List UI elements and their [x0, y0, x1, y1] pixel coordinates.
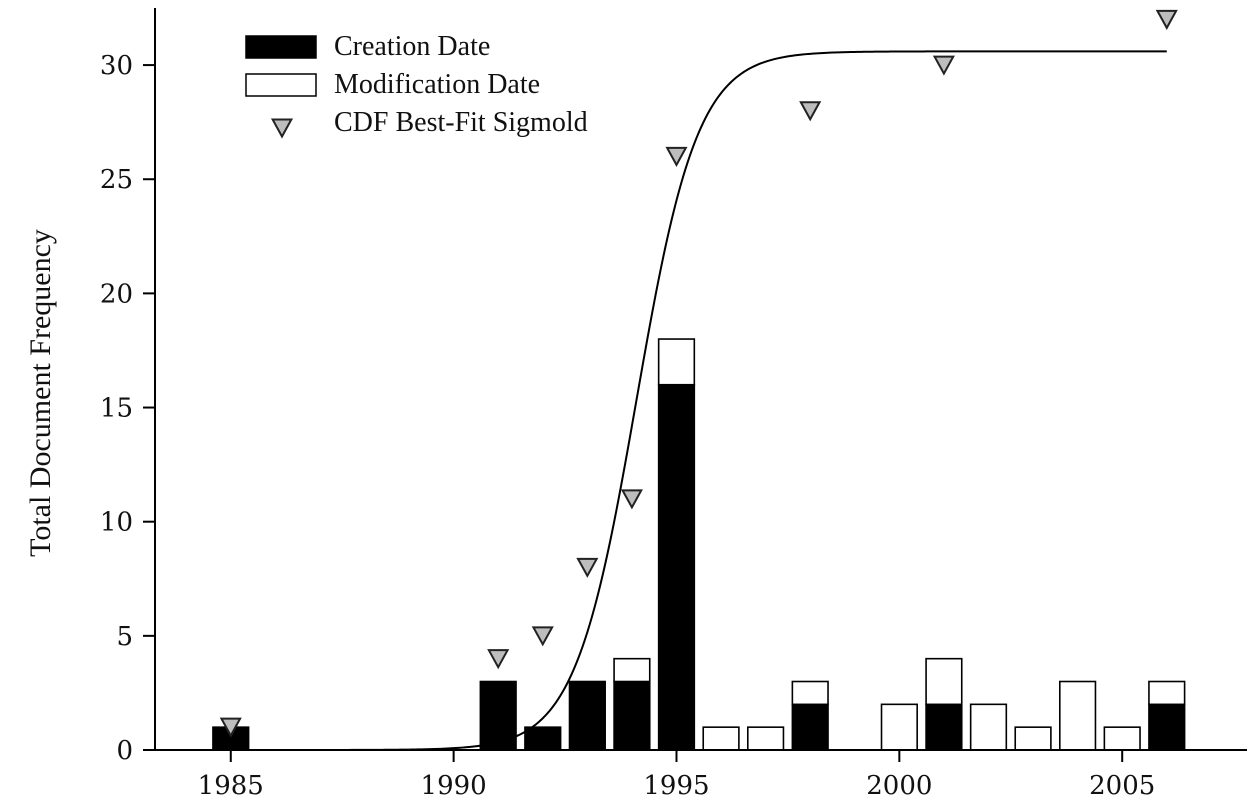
sigmoid-marker-1992: [531, 626, 554, 647]
legend-marker-sigmoid: [270, 118, 294, 139]
sigmoid-marker-1985: [219, 717, 242, 738]
bar-creation-1994: [613, 680, 651, 751]
y-tick-label-25: 25: [100, 165, 133, 195]
legend: Creation Date Modification Date CDF Best-F…: [245, 31, 588, 139]
sigmoid-marker-1994: [620, 489, 643, 510]
sigmoid-curve: [275, 50, 1167, 751]
curve-layer: [275, 50, 1167, 751]
legend-label-sigmoid: CDF Best-Fit Sigmold: [334, 107, 588, 138]
bars-layer: [212, 338, 1186, 751]
legend-label-creation: Creation Date: [334, 31, 490, 62]
y-tick-label-0: 0: [116, 736, 133, 766]
x-tick-label-1995: 1995: [643, 771, 709, 801]
bar-modification-2001: [925, 657, 963, 706]
legend-swatch-creation: [245, 35, 317, 59]
sigmoid-marker-1993: [576, 557, 599, 578]
legend-swatch-modification: [245, 73, 317, 97]
axes-layer: 0 5 10 15 20 25 30 1985 1990 1995 2000 2005: [100, 8, 1247, 801]
y-tick-label-20: 20: [100, 279, 133, 309]
sigmoid-marker-2001: [932, 55, 955, 76]
x-tick-label-2005: 2005: [1089, 771, 1155, 801]
x-tick-label-2000: 2000: [866, 771, 932, 801]
bar-modification-1996: [702, 726, 740, 751]
y-tick-label-10: 10: [100, 508, 133, 538]
bar-creation-1998: [791, 703, 829, 751]
legend-label-modification: Modification Date: [334, 69, 540, 100]
bar-modification-1998: [791, 680, 829, 706]
y-tick-label-15: 15: [100, 394, 133, 424]
y-axis-title: Total Document Frequency: [24, 229, 57, 557]
bar-creation-1991: [479, 680, 517, 751]
bar-modification-2005: [1103, 726, 1141, 751]
bar-modification-2004: [1059, 680, 1097, 751]
sigmoid-marker-1991: [487, 649, 510, 670]
x-tick-label-1985: 1985: [198, 771, 264, 801]
bar-modification-2002: [969, 703, 1008, 751]
bar-creation-2006: [1148, 703, 1186, 751]
bar-modification-1995: [657, 338, 696, 386]
bar-modification-2003: [1014, 726, 1052, 751]
y-tick-label-5: 5: [116, 622, 133, 652]
bar-creation-2001: [925, 703, 963, 751]
bar-creation-1993: [568, 680, 606, 751]
y-tick-label-30: 30: [100, 51, 133, 81]
bar-creation-1992: [524, 726, 562, 751]
bar-creation-1995: [657, 383, 696, 751]
x-tick-label-1990: 1990: [421, 771, 487, 801]
sigmoid-marker-1995: [665, 146, 688, 167]
bar-modification-2006: [1148, 680, 1186, 706]
bar-modification-1997: [746, 726, 785, 751]
sigmoid-marker-2006: [1155, 9, 1178, 30]
sigmoid-marker-1998: [799, 101, 822, 122]
markers-layer: [219, 9, 1178, 738]
bar-modification-2000: [880, 703, 918, 751]
bar-modification-1994: [613, 657, 651, 683]
